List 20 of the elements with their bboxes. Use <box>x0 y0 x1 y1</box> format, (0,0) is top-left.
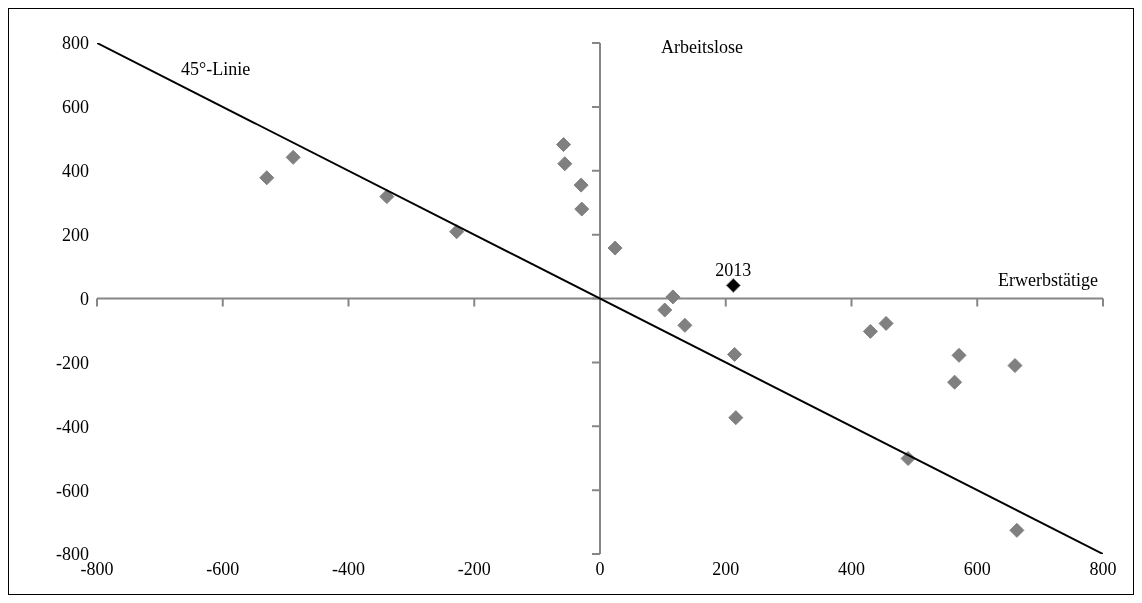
x-tick-label: -600 <box>206 558 240 579</box>
annotation: 45°-Linie <box>181 59 251 80</box>
x-tick-label: 200 <box>712 558 740 579</box>
x-tick-label: -400 <box>332 558 365 579</box>
x-tick-label: 800 <box>1089 558 1117 579</box>
y-tick-label: -400 <box>56 416 89 437</box>
y-tick-label: 600 <box>62 97 89 118</box>
x-tick-label: -200 <box>457 558 491 579</box>
x-tick-label: 600 <box>963 558 991 579</box>
x-tick-label: 0 <box>595 558 605 579</box>
y-tick-label: 800 <box>62 33 89 54</box>
y-tick-label: -600 <box>56 480 89 501</box>
y-tick-label: 0 <box>80 288 89 309</box>
y-tick-label: 200 <box>62 225 89 246</box>
x-axis-title: Erwerbstätige <box>998 270 1098 291</box>
y-tick-label: -200 <box>56 352 89 373</box>
annotation: 2013 <box>715 260 752 281</box>
y-axis-title: Arbeitslose <box>661 36 744 57</box>
y-tick-label: 400 <box>62 161 89 182</box>
x-tick-label: 400 <box>838 558 865 579</box>
